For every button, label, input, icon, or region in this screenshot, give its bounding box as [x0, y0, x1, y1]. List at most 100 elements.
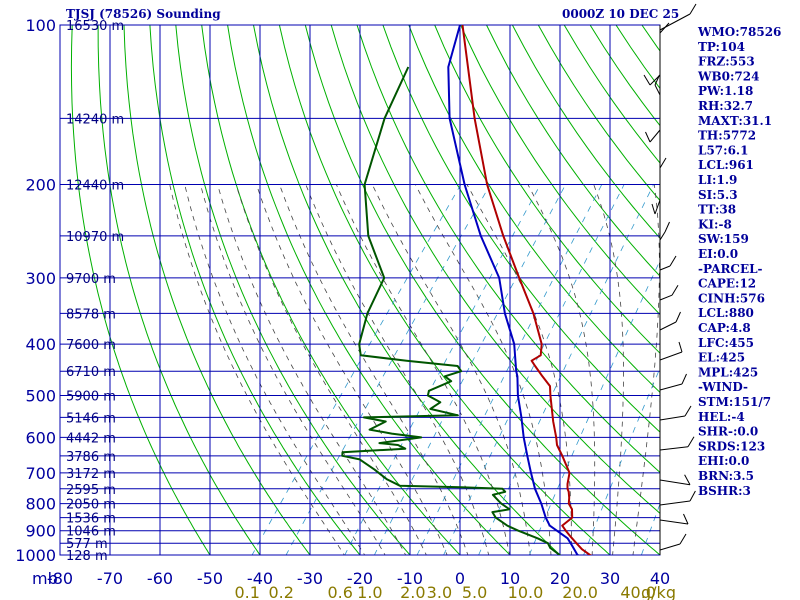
moist-adiabat	[279, 184, 469, 555]
sounding-index: CINH:576	[698, 291, 765, 305]
wind-barb	[659, 415, 686, 421]
height-label: 10970 m	[66, 230, 124, 245]
sounding-index: SHR-:0.0	[698, 425, 758, 439]
sounding-index: EI:0.0	[698, 247, 738, 261]
mixing-ratio-label: 0.1	[234, 583, 259, 600]
height-label: 9700 m	[66, 272, 116, 287]
height-label: 128 m	[66, 549, 108, 564]
sounding-index: FRZ:553	[698, 55, 755, 69]
height-label: 8578 m	[66, 307, 116, 322]
wind-barb	[659, 383, 683, 391]
sounding-index: MAXT:31.1	[698, 114, 772, 128]
sounding-index: LI:1.9	[698, 173, 737, 187]
mixing-ratio-line	[416, 184, 603, 555]
sounding-index: HEL:-4	[698, 410, 745, 424]
pressure-tick-label: 400	[25, 335, 56, 354]
wind-barb-flag	[675, 311, 681, 323]
temperature-tick-label: 10	[500, 569, 520, 588]
wind-barb	[659, 500, 691, 506]
temperature-tick-label: -40	[247, 569, 273, 588]
moist-adiabat	[256, 184, 448, 555]
mixing-ratio-label: 3.0	[427, 583, 452, 600]
temperature-tick-label: 30	[600, 569, 620, 588]
moist-adiabat	[305, 184, 490, 555]
wind-barb	[659, 321, 677, 331]
pressure-tick-label: 700	[25, 464, 56, 483]
sounding-index: LCL:961	[698, 158, 754, 172]
pressure-tick-label: 1000	[15, 546, 56, 565]
height-label: 12440 m	[66, 179, 124, 194]
wind-barb	[659, 479, 691, 486]
mixing-ratio-label: 0.6	[327, 583, 352, 600]
wind-barb-flag	[659, 157, 667, 169]
dry-adiabat	[304, 25, 660, 555]
moist-adiabat	[169, 184, 345, 555]
wind-barb	[654, 84, 661, 96]
sounding-index: SW:159	[698, 232, 749, 246]
temperature-tick-label: 20	[550, 569, 570, 588]
wind-barb-flag	[664, 221, 670, 233]
mixing-ratio-line	[443, 184, 625, 555]
sounding-index: PW:1.18	[698, 84, 753, 98]
parcel-line	[447, 25, 581, 555]
sounding-index: SRDS:123	[698, 439, 765, 453]
sounding-index: SI:5.3	[698, 188, 738, 202]
wind-barb-flag	[684, 405, 692, 417]
sounding-index: KI:-8	[698, 217, 732, 231]
mixing-ratio-line	[528, 259, 660, 555]
pressure-tick-label: 900	[25, 522, 56, 541]
height-label: 2595 m	[66, 483, 116, 498]
height-label: 2050 m	[66, 498, 116, 513]
dewpoint-line	[341, 66, 562, 555]
wind-barb-flag	[669, 255, 677, 267]
wind-barb-flag	[671, 284, 679, 296]
height-label: 4442 m	[66, 431, 116, 446]
dry-adiabat	[175, 25, 411, 555]
wind-barb-flag	[689, 3, 697, 15]
mixing-ratio-label: 40.0	[620, 583, 656, 600]
wind-barb	[659, 519, 689, 525]
moist-adiabat	[217, 184, 407, 555]
wind-barb	[659, 294, 673, 301]
dry-adiabat	[356, 25, 660, 474]
sounding-index: LFC:455	[698, 336, 754, 350]
dry-adiabat	[486, 25, 660, 277]
wind-barb	[659, 231, 666, 241]
wind-barb-flag	[659, 22, 670, 34]
mixing-ratio-line	[478, 184, 654, 555]
sounding-index: EHI:0.0	[698, 454, 749, 468]
sounding-index: RH:32.7	[698, 99, 753, 113]
moist-adiabat	[632, 184, 660, 555]
sounding-index: L57:6.1	[698, 143, 748, 157]
sounding-index: TP:104	[698, 40, 745, 54]
wind-barb	[659, 351, 683, 361]
dry-adiabat	[330, 25, 660, 514]
sounding-index: -PARCEL-	[698, 262, 763, 276]
moist-adiabat	[527, 184, 596, 555]
mixing-ratio-label: 10.0	[508, 583, 544, 600]
sounding-index: BSHR:3	[698, 484, 751, 498]
temperature-tick-label: -10	[397, 569, 423, 588]
dry-adiabat	[123, 25, 311, 555]
height-label: 7600 m	[66, 338, 116, 353]
series-lines	[341, 25, 593, 555]
height-label: 5900 m	[66, 389, 116, 404]
wind-barb-flag	[645, 131, 651, 143]
sounding-index: MPL:425	[698, 365, 758, 379]
height-label: 3786 m	[66, 450, 116, 465]
mixing-ratio-label: 0.2	[269, 583, 294, 600]
moist-adiabat	[593, 184, 624, 555]
wind-barb-flag	[684, 474, 691, 486]
wind-barb-flag	[681, 373, 687, 385]
dry-adiabat	[70, 25, 211, 555]
temperature-tick-label: 0	[455, 569, 465, 588]
mixing-ratio-label: 2.0	[400, 583, 425, 600]
pressure-unit-label: mb	[32, 569, 58, 588]
sounding-index: -WIND-	[698, 380, 748, 394]
pressure-tick-label: 300	[25, 269, 56, 288]
mixing-ratio-label: 20.0	[562, 583, 598, 600]
mixing-unit-label: g/kg	[641, 583, 676, 600]
wind-barb-flag	[654, 74, 660, 86]
dry-adiabat	[382, 25, 660, 433]
